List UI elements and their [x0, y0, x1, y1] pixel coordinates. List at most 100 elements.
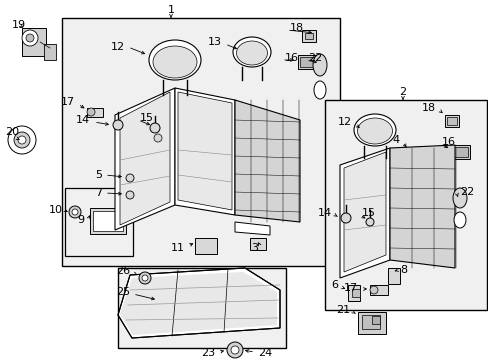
Polygon shape — [343, 152, 385, 272]
Bar — [369, 285, 387, 295]
Ellipse shape — [149, 40, 201, 80]
Text: 9: 9 — [77, 215, 84, 225]
Circle shape — [226, 342, 243, 358]
Circle shape — [142, 275, 148, 281]
Ellipse shape — [312, 54, 326, 76]
Bar — [44, 44, 56, 60]
Circle shape — [69, 206, 81, 218]
Polygon shape — [235, 100, 299, 222]
Bar — [371, 316, 379, 324]
Bar — [87, 108, 103, 117]
Text: 18: 18 — [289, 23, 304, 33]
Text: 10: 10 — [49, 205, 63, 215]
Circle shape — [154, 134, 162, 142]
Bar — [305, 33, 312, 39]
Text: 26: 26 — [116, 266, 130, 276]
Text: 14: 14 — [317, 208, 331, 218]
Bar — [410, 151, 426, 163]
Bar — [444, 115, 458, 127]
Circle shape — [14, 132, 30, 148]
Bar — [351, 289, 359, 297]
Text: 16: 16 — [441, 137, 455, 147]
Bar — [357, 312, 385, 334]
Text: 2: 2 — [399, 87, 406, 97]
Bar — [118, 268, 285, 348]
Text: 6: 6 — [330, 280, 337, 290]
Polygon shape — [115, 88, 175, 230]
Text: 13: 13 — [207, 37, 222, 47]
Circle shape — [369, 286, 377, 294]
Text: 12: 12 — [337, 117, 351, 127]
Circle shape — [18, 136, 26, 144]
Text: 23: 23 — [201, 348, 215, 358]
Ellipse shape — [357, 118, 392, 144]
Bar — [65, 188, 133, 256]
Ellipse shape — [453, 212, 465, 228]
Text: 25: 25 — [116, 287, 130, 297]
Bar — [302, 30, 315, 42]
Text: 15: 15 — [361, 208, 375, 218]
Circle shape — [126, 191, 134, 199]
Bar — [446, 117, 456, 125]
Circle shape — [139, 272, 151, 284]
Text: 16: 16 — [285, 53, 298, 63]
Circle shape — [230, 346, 239, 354]
Text: 17: 17 — [61, 97, 75, 107]
Text: 21: 21 — [335, 305, 349, 315]
Ellipse shape — [353, 114, 395, 146]
Circle shape — [126, 174, 134, 182]
Ellipse shape — [232, 37, 270, 67]
Circle shape — [365, 218, 373, 226]
Polygon shape — [389, 145, 454, 268]
Bar — [299, 57, 313, 67]
Bar — [451, 145, 469, 159]
Text: 19: 19 — [12, 20, 26, 30]
Circle shape — [150, 123, 160, 133]
Polygon shape — [118, 268, 280, 338]
Bar — [22, 28, 46, 56]
Circle shape — [8, 126, 36, 154]
Polygon shape — [339, 148, 389, 278]
Text: 22: 22 — [459, 187, 473, 197]
Polygon shape — [235, 222, 269, 235]
Bar — [347, 285, 359, 301]
Text: 15: 15 — [140, 113, 154, 123]
Bar — [297, 55, 315, 69]
Text: 14: 14 — [76, 115, 90, 125]
Circle shape — [87, 108, 95, 116]
Bar — [249, 238, 265, 250]
Bar — [195, 238, 217, 254]
Ellipse shape — [236, 41, 267, 65]
Text: 8: 8 — [399, 265, 407, 275]
Text: 1: 1 — [167, 5, 174, 15]
Bar — [361, 315, 379, 329]
Circle shape — [340, 213, 350, 223]
Text: 12: 12 — [111, 42, 125, 52]
Bar — [453, 147, 467, 157]
Text: 7: 7 — [95, 188, 102, 198]
Text: 20: 20 — [5, 127, 19, 137]
Text: 22: 22 — [307, 53, 322, 63]
Circle shape — [72, 209, 78, 215]
Circle shape — [22, 30, 38, 46]
Bar — [387, 268, 399, 284]
Bar — [62, 18, 339, 266]
Bar — [325, 100, 486, 310]
Text: 4: 4 — [392, 135, 399, 145]
Circle shape — [113, 120, 123, 130]
Text: 5: 5 — [95, 170, 102, 180]
Text: 17: 17 — [343, 283, 357, 293]
Polygon shape — [175, 88, 235, 215]
Text: 11: 11 — [171, 243, 184, 253]
Ellipse shape — [153, 46, 197, 78]
Polygon shape — [178, 92, 231, 210]
Ellipse shape — [313, 81, 325, 99]
Text: 18: 18 — [421, 103, 435, 113]
Polygon shape — [120, 92, 170, 225]
Text: 24: 24 — [258, 348, 272, 358]
Circle shape — [26, 34, 34, 42]
Bar — [90, 208, 126, 234]
Text: 3: 3 — [250, 243, 258, 253]
Bar — [93, 211, 123, 231]
Polygon shape — [120, 272, 276, 335]
